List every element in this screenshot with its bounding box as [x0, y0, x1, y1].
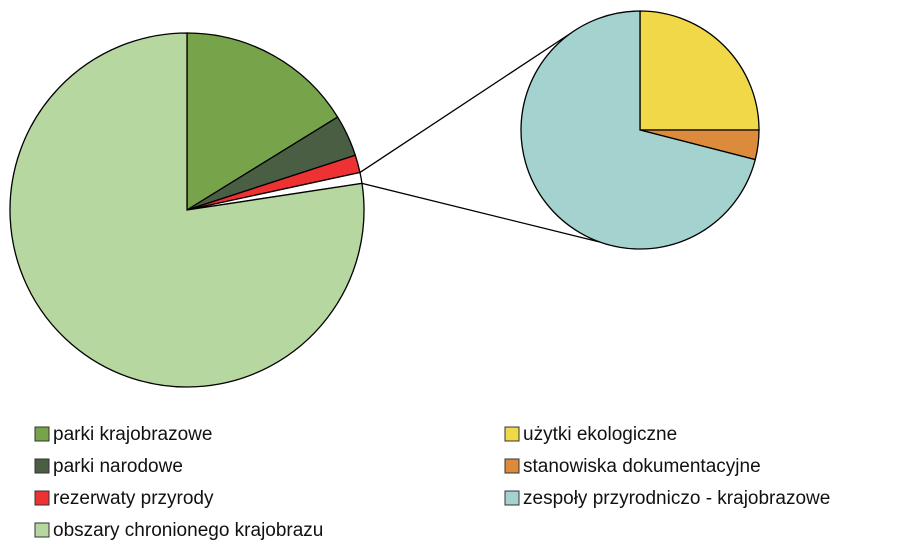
- legend-label: rezerwaty przyrody: [53, 488, 214, 509]
- connector-line: [359, 32, 572, 174]
- legend-label: parki narodowe: [53, 456, 183, 477]
- legend-swatch: [34, 522, 50, 538]
- legend-label: obszary chronionego krajobrazu: [53, 520, 323, 541]
- pie-slice: [9, 32, 365, 388]
- legend-swatch: [504, 490, 520, 506]
- connector-line: [361, 182, 600, 243]
- legend-swatch: [504, 458, 520, 474]
- legend-swatch: [34, 490, 50, 506]
- legend-label: parki krajobrazowe: [53, 424, 212, 445]
- legend-swatch: [34, 458, 50, 474]
- legend-label: użytki ekologiczne: [523, 424, 677, 445]
- pie-slice: [186, 32, 339, 212]
- legend-label: stanowiska dokumentacyjne: [523, 456, 761, 477]
- legend-swatch: [34, 426, 50, 442]
- legend-swatch: [504, 426, 520, 442]
- legend-label: zespoły przyrodniczo - krajobrazowe: [523, 488, 830, 509]
- pie-slice: [639, 10, 760, 131]
